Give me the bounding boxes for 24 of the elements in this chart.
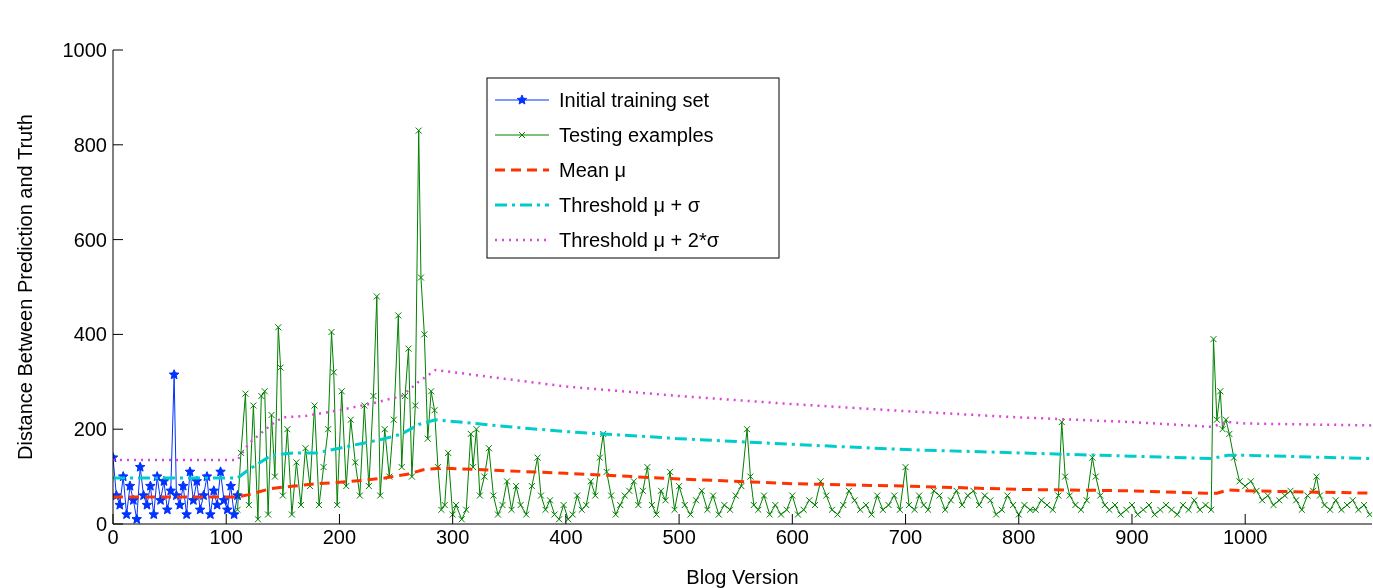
y-tick-label: 200	[73, 418, 107, 441]
x-axis-title: Blog Version	[686, 566, 799, 588]
legend-label: Threshold μ + σ	[559, 194, 701, 216]
line-series	[113, 418, 1372, 480]
x-tick-label: 300	[435, 526, 470, 548]
x-tick-label: 800	[1002, 526, 1036, 548]
x-tick-label: 700	[888, 526, 923, 548]
x-tick-label: 500	[662, 526, 696, 548]
y-tick-label: 800	[73, 133, 107, 156]
y-tick-label: 1000	[62, 39, 107, 61]
x-tick-label: 200	[322, 526, 357, 548]
x-tick-label: 1000	[1222, 526, 1268, 548]
legend-label: Mean μ	[559, 159, 627, 181]
legend-label: Initial training set	[559, 89, 710, 111]
x-tick-label: 900	[1115, 526, 1149, 548]
y-tick-label: 600	[73, 228, 107, 251]
x-tick-label: 600	[775, 526, 809, 548]
x-tick-label: 400	[549, 526, 583, 548]
x-tick-label: 100	[209, 526, 243, 548]
y-tick-label: 400	[73, 323, 107, 346]
line-series	[113, 368, 1372, 462]
y-axis-title: Distance Between Prediction and Truth	[14, 114, 36, 460]
legend-label: Testing examples	[559, 124, 714, 146]
legend-label: Threshold μ + 2*σ	[559, 229, 720, 251]
